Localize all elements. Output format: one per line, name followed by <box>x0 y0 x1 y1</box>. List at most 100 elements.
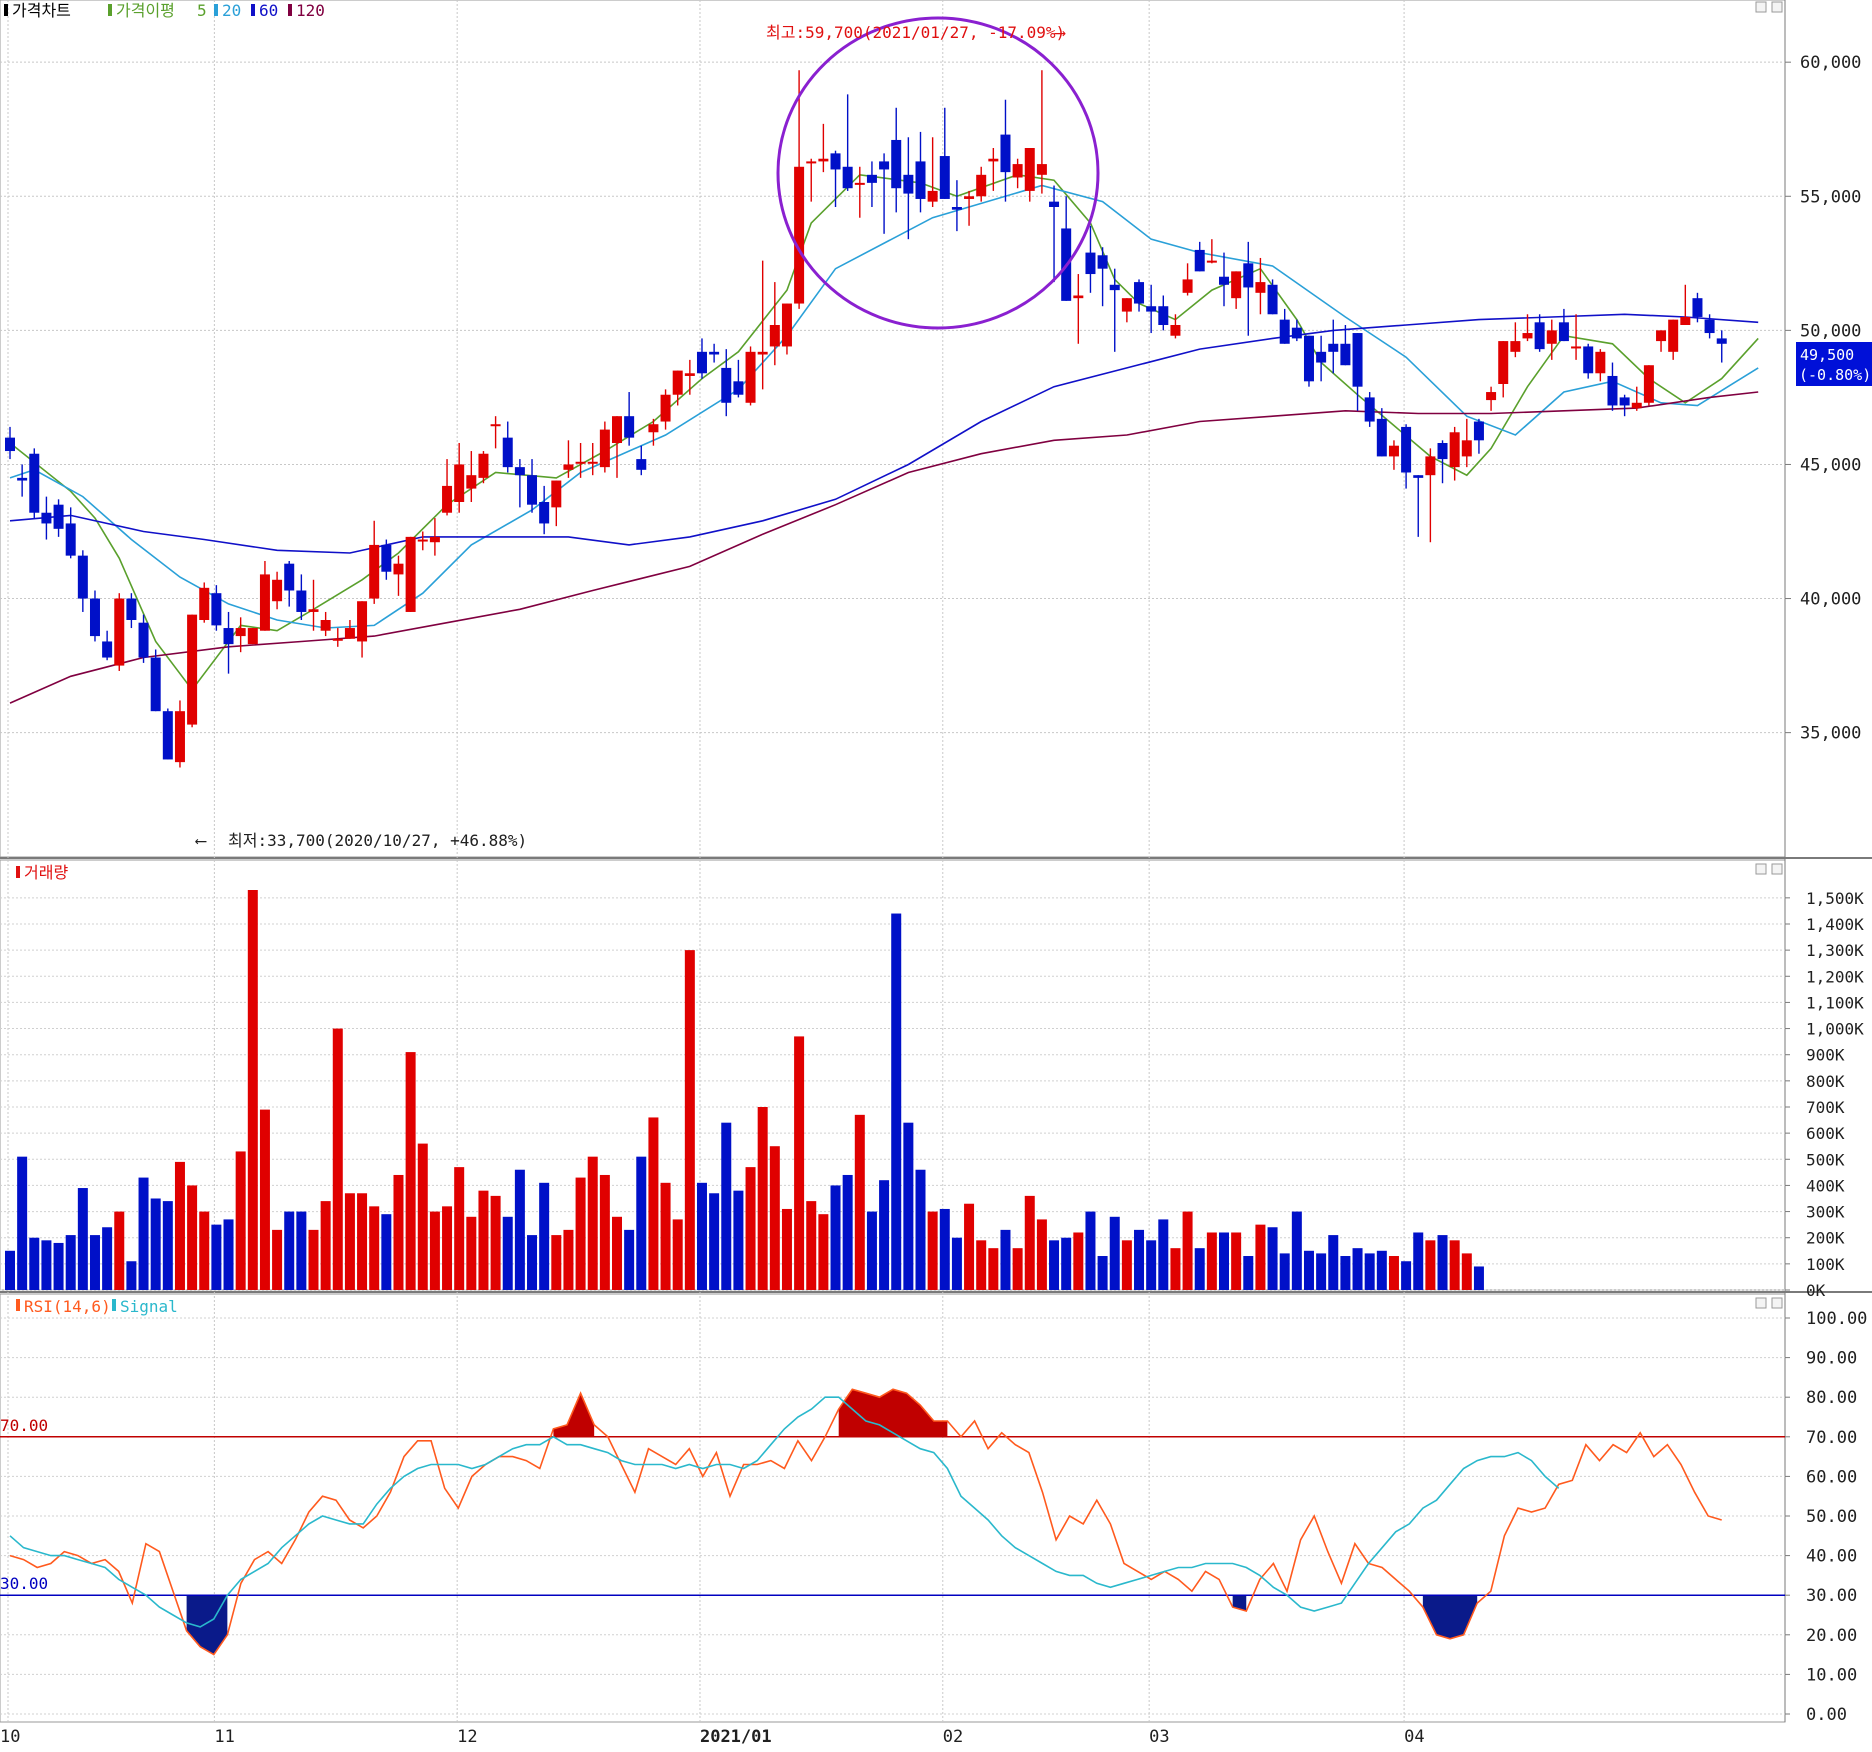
candle-body <box>1206 260 1217 263</box>
minimize-icon[interactable] <box>1755 1 1767 13</box>
candle-body <box>1231 271 1242 299</box>
rsi-tick-label: 90.00 <box>1806 1349 1857 1369</box>
volume-tick-label: 600K <box>1806 1124 1845 1143</box>
volume-bar <box>1401 1261 1412 1290</box>
volume-bar <box>1267 1227 1278 1290</box>
candle-body <box>1316 351 1327 363</box>
price-tick-label: 45,000 <box>1800 455 1861 475</box>
volume-bar <box>1036 1219 1047 1290</box>
volume-bar <box>211 1224 222 1290</box>
candle-body <box>199 587 210 620</box>
candle-body <box>442 485 453 513</box>
volume-bar <box>818 1214 829 1290</box>
volume-bar <box>405 1052 416 1290</box>
volume-bar <box>709 1193 720 1290</box>
candle-body <box>1134 282 1145 304</box>
candle-body <box>1376 418 1387 457</box>
volume-bar <box>951 1237 962 1290</box>
legend-marker-ma <box>108 4 112 16</box>
candle-body <box>1680 316 1691 325</box>
candle-body <box>1012 164 1023 178</box>
candle-body <box>344 628 355 639</box>
price-tick-label: 35,000 <box>1800 724 1861 744</box>
volume-bar <box>660 1182 671 1290</box>
volume-bar <box>174 1161 185 1290</box>
legend-rsi: RSI(14,6) <box>24 1297 111 1316</box>
candle-body <box>1668 319 1679 352</box>
volume-bar <box>1449 1240 1460 1290</box>
volume-bar <box>466 1216 477 1290</box>
volume-bar <box>903 1122 914 1290</box>
candle-body <box>5 437 15 452</box>
volume-bar <box>369 1206 380 1290</box>
volume-bar <box>1376 1250 1387 1290</box>
volume-bar <box>393 1174 404 1290</box>
candle-body <box>1461 440 1472 457</box>
candle-body <box>1182 279 1193 293</box>
volume-tick-label: 500K <box>1806 1150 1845 1169</box>
candle-body <box>320 620 331 631</box>
volume-minimize-icon[interactable] <box>1755 863 1767 875</box>
candle-body <box>1522 333 1533 339</box>
volume-bar <box>41 1240 52 1290</box>
ma-60-line <box>9 313 1759 554</box>
volume-bar <box>988 1248 999 1290</box>
volume-close-icon[interactable] <box>1771 863 1783 875</box>
volume-bar <box>1413 1232 1424 1290</box>
volume-bar <box>296 1211 307 1290</box>
candle-body <box>1340 343 1351 366</box>
rsi-overbought-fill <box>838 1389 948 1437</box>
candle-body <box>1546 330 1557 344</box>
volume-bar <box>417 1143 428 1290</box>
candle-body <box>1473 421 1484 441</box>
volume-panel <box>5 890 1484 1290</box>
volume-bar <box>879 1180 890 1290</box>
rsi-fills <box>186 1389 1478 1655</box>
candle-body <box>709 351 720 355</box>
candle-body <box>369 544 380 599</box>
candle-body <box>1097 255 1108 269</box>
legend-marker-ma120 <box>288 4 292 16</box>
rsi-close-icon[interactable] <box>1771 1297 1783 1309</box>
volume-bar <box>563 1229 574 1290</box>
candle-body <box>915 161 926 199</box>
candle-body <box>818 158 829 162</box>
candle-body <box>781 303 792 347</box>
rsi-oversold-fill <box>1232 1595 1247 1612</box>
close-icon[interactable] <box>1771 1 1783 13</box>
volume-bar <box>794 1036 805 1290</box>
candle-body <box>1692 298 1703 317</box>
candle-body <box>126 598 137 620</box>
candle-body <box>381 544 392 572</box>
last-price-change: (-0.80%) <box>1799 366 1871 384</box>
annotation-low: 최저:33,700(2020/10/27, +46.88%) <box>228 831 527 850</box>
volume-tick-label: 800K <box>1806 1072 1845 1091</box>
rsi-minimize-icon[interactable] <box>1755 1297 1767 1309</box>
candle-body <box>660 394 671 422</box>
volume-bar <box>1279 1253 1290 1290</box>
volume-bar <box>1012 1248 1023 1290</box>
panel-controls[interactable] <box>1755 1 1783 1309</box>
volume-bar <box>1097 1256 1108 1290</box>
candle-body <box>1498 341 1509 384</box>
rsi-tick-label: 80.00 <box>1806 1388 1857 1408</box>
rsi-legend: RSI(14,6) Signal <box>16 1297 178 1316</box>
candle-body <box>162 711 173 760</box>
candle-body <box>1328 343 1339 352</box>
price-panel <box>5 70 1759 768</box>
candle-body <box>648 424 659 433</box>
price-tick-label: 50,000 <box>1800 321 1861 341</box>
candle-body <box>1073 295 1084 299</box>
volume-bar <box>187 1185 198 1290</box>
volume-bar <box>696 1182 707 1290</box>
candle-body <box>1291 327 1302 339</box>
volume-bar <box>575 1177 586 1290</box>
candle-body <box>551 480 562 508</box>
candle-body <box>102 641 113 658</box>
volume-bar <box>442 1206 453 1290</box>
volume-bar <box>1352 1248 1363 1290</box>
candle-body <box>150 657 161 712</box>
volume-bar <box>636 1156 647 1290</box>
candle-body <box>1401 426 1412 473</box>
